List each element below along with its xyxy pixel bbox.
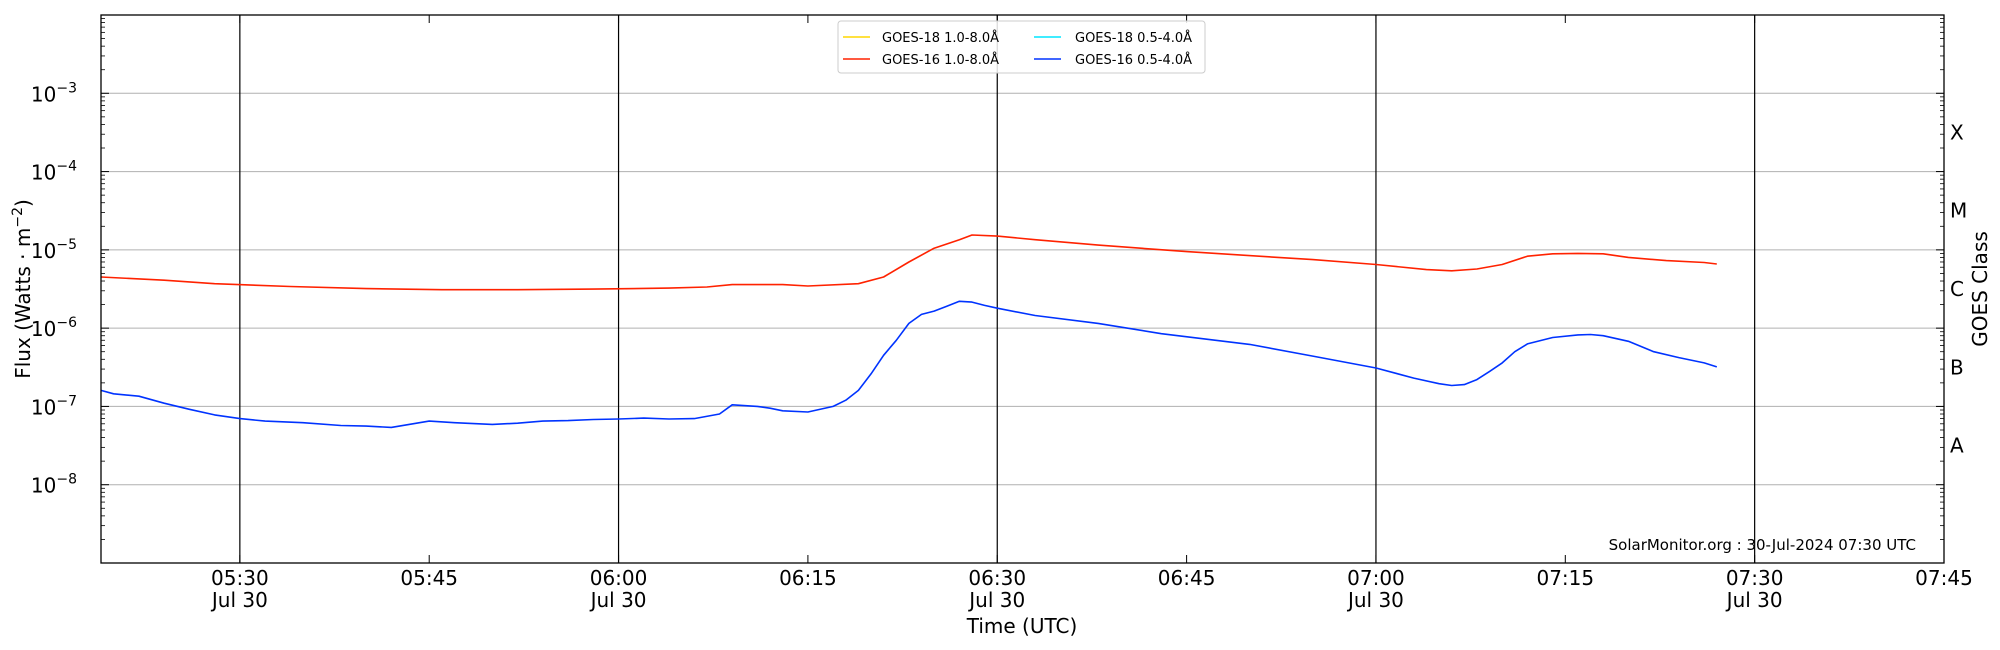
x-tick-label: 05:45 (400, 566, 458, 590)
y-tick-label: 10−3 (31, 80, 77, 106)
goes-class-label: X (1950, 120, 1964, 144)
goes-class-axis: A B C M X (1950, 120, 1967, 457)
series-layer (100, 234, 1718, 429)
legend-label-goes16-long: GOES-16 1.0-8.0Å (882, 52, 999, 68)
y-tick-label: 10−4 (31, 159, 77, 185)
x-tick-label: 05:30 (211, 566, 269, 590)
x-tick-date: Jul 30 (1346, 588, 1404, 612)
series-line-3 (100, 300, 1718, 429)
series-line-1 (100, 234, 1717, 291)
x-tick-label: 07:45 (1915, 566, 1973, 590)
plot-frame (100, 14, 1945, 564)
y-tick-label: 10−8 (31, 472, 77, 498)
x-tick-label: 06:45 (1158, 566, 1216, 590)
goes-class-label: C (1950, 277, 1964, 301)
legend-label-goes18-short: GOES-18 0.5-4.0Å (1075, 30, 1192, 46)
goes-class-label: M (1950, 199, 1967, 223)
credit-text: SolarMonitor.org : 30-Jul-2024 07:30 UTC (1609, 536, 1916, 554)
x-axis-title: Time (UTC) (966, 614, 1078, 638)
x-tick-label: 07:30 (1726, 566, 1784, 590)
x-tick-date: Jul 30 (967, 588, 1025, 612)
legend-label-goes18-long: GOES-18 1.0-8.0Å (882, 30, 999, 46)
goes-class-label: A (1950, 434, 1964, 458)
y-tick-label: 10−5 (31, 237, 77, 263)
y-axis: 10−8 10−7 10−6 10−5 10−4 10−3 (31, 18, 1944, 540)
goes-class-label: B (1950, 355, 1964, 379)
x-tick-label: 06:00 (590, 566, 648, 590)
x-tick-label: 07:15 (1536, 566, 1594, 590)
grid-layer (101, 15, 1944, 563)
x-tick-label: 06:15 (779, 566, 837, 590)
y-tick-label: 10−7 (31, 393, 77, 419)
x-tick-label: 06:30 (968, 566, 1026, 590)
goes-class-axis-title: GOES Class (1968, 231, 1992, 347)
legend-box (837, 20, 1206, 74)
x-tick-date: Jul 30 (210, 588, 268, 612)
x-tick-date: Jul 30 (1725, 588, 1783, 612)
y-tick-label: 10−6 (31, 315, 77, 341)
x-tick-label: 07:00 (1347, 566, 1405, 590)
x-tick-date: Jul 30 (589, 588, 647, 612)
legend: GOES-18 1.0-8.0Å GOES-16 1.0-8.0Å GOES-1… (837, 20, 1206, 74)
legend-label-goes16-short: GOES-16 0.5-4.0Å (1075, 52, 1192, 68)
y-axis-title: Flux (Watts · m−2) (10, 199, 35, 379)
